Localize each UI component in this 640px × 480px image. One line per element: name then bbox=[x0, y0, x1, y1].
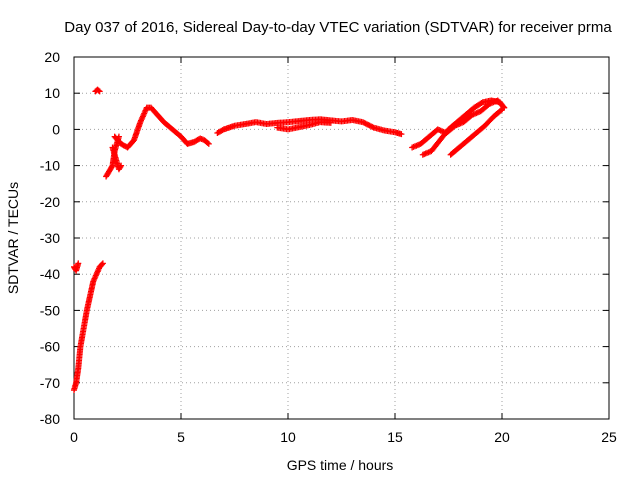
data-point bbox=[96, 88, 103, 95]
data-point bbox=[99, 260, 106, 267]
y-tick-label: -70 bbox=[40, 375, 60, 391]
data-points bbox=[71, 86, 508, 394]
y-tick-label: 0 bbox=[52, 121, 60, 137]
y-tick-label: -50 bbox=[40, 302, 60, 318]
data-point bbox=[497, 107, 504, 114]
data-point bbox=[500, 103, 507, 110]
x-tick-label: 0 bbox=[70, 429, 78, 445]
y-tick-label: 20 bbox=[44, 49, 60, 65]
x-axis-ticks: 0 5 10 15 20 25 bbox=[70, 57, 617, 445]
data-point bbox=[117, 163, 124, 170]
data-point bbox=[369, 123, 376, 130]
data-point bbox=[398, 131, 405, 138]
data-point bbox=[499, 106, 505, 113]
data-point bbox=[118, 162, 125, 169]
x-tick-label: 5 bbox=[177, 429, 185, 445]
data-point bbox=[75, 260, 82, 267]
y-tick-label: 10 bbox=[44, 85, 60, 101]
x-axis-label: GPS time / hours bbox=[287, 457, 394, 473]
y-tick-label: -40 bbox=[40, 266, 60, 282]
y-axis-label: SDTVAR / TECUs bbox=[5, 182, 21, 294]
y-tick-label: -80 bbox=[40, 411, 60, 427]
x-tick-label: 20 bbox=[494, 429, 510, 445]
x-tick-label: 15 bbox=[387, 429, 403, 445]
grid-lines bbox=[74, 57, 609, 419]
y-tick-label: -60 bbox=[40, 339, 60, 355]
y-axis-ticks: -80 -70 -60 -50 -40 -30 -20 -10 0 10 20 bbox=[40, 49, 609, 427]
data-point bbox=[95, 87, 102, 94]
data-point bbox=[108, 163, 115, 170]
data-point bbox=[205, 140, 212, 147]
plot-frame bbox=[73, 56, 610, 420]
data-point bbox=[204, 139, 211, 146]
y-tick-label: -10 bbox=[40, 158, 60, 174]
chart-title: Day 037 of 2016, Sidereal Day-to-day VTE… bbox=[64, 19, 612, 36]
y-tick-label: -20 bbox=[40, 194, 60, 210]
y-tick-label: -30 bbox=[40, 230, 60, 246]
x-tick-label: 25 bbox=[601, 429, 617, 445]
data-point bbox=[327, 119, 334, 126]
x-tick-label: 10 bbox=[280, 429, 296, 445]
data-point bbox=[99, 261, 106, 268]
